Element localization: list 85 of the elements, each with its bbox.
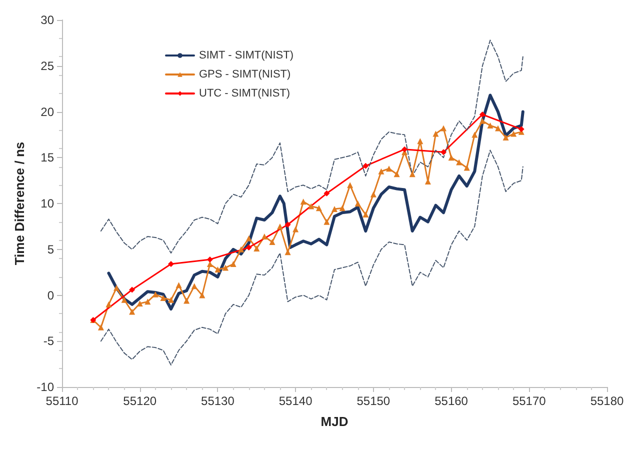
point <box>238 246 244 252</box>
point <box>417 138 424 144</box>
point <box>448 154 454 161</box>
y-tick-label: 0 <box>47 288 54 302</box>
point <box>502 134 509 140</box>
point <box>362 212 369 218</box>
y-axis-title: Time Difference / ns <box>12 142 27 266</box>
point <box>284 222 291 228</box>
x-tick-label: 55110 <box>46 394 79 408</box>
point <box>464 164 470 171</box>
x-tick-label: 55150 <box>356 394 390 408</box>
point <box>160 295 166 302</box>
x-tick-label: 55120 <box>123 394 157 408</box>
point <box>292 226 299 232</box>
legend-label: GPS - SIMT(NIST) <box>199 68 291 80</box>
point <box>168 296 174 303</box>
point <box>129 286 136 293</box>
point <box>378 168 384 174</box>
point <box>246 235 252 242</box>
point <box>479 112 486 118</box>
point <box>362 162 369 169</box>
x-tick-label: 55180 <box>590 394 624 408</box>
x-tick-label: 55170 <box>512 394 546 408</box>
line-series <box>100 150 524 366</box>
point <box>121 296 128 303</box>
point <box>246 244 252 251</box>
point <box>136 300 143 307</box>
point <box>114 284 120 291</box>
point <box>98 324 104 330</box>
point <box>269 239 276 246</box>
point <box>370 191 376 198</box>
point <box>479 118 486 124</box>
point <box>261 234 268 240</box>
point <box>440 149 446 156</box>
point <box>324 190 330 196</box>
point <box>199 292 206 298</box>
y-tick-label: 20 <box>40 104 54 119</box>
x-tick-label: 55130 <box>201 394 235 408</box>
y-tick-label: 10 <box>40 196 54 210</box>
point <box>316 205 322 212</box>
point <box>214 266 221 273</box>
point <box>230 261 236 268</box>
point <box>144 298 151 305</box>
point <box>284 249 291 256</box>
y-tick-label: 5 <box>47 242 54 256</box>
point <box>354 200 361 206</box>
y-tick-label: 15 <box>40 150 54 165</box>
point <box>456 159 462 166</box>
point <box>510 130 517 137</box>
y-tick-label: -10 <box>36 380 54 394</box>
point <box>332 206 338 212</box>
x-axis-title: MJD <box>320 414 348 429</box>
point <box>472 132 478 138</box>
point <box>191 283 198 290</box>
point <box>222 264 228 271</box>
point <box>432 130 439 137</box>
point <box>394 171 400 178</box>
x-tick-label: 55160 <box>434 394 468 408</box>
y-tick-label: 25 <box>40 58 54 73</box>
point <box>277 223 283 230</box>
legend-label: UTC - SIMT(NIST) <box>199 88 290 100</box>
point <box>409 171 416 178</box>
point <box>518 126 524 132</box>
point <box>106 301 112 308</box>
point <box>386 166 392 172</box>
point <box>254 245 260 252</box>
point <box>324 218 330 225</box>
point <box>487 122 494 129</box>
point <box>339 205 346 212</box>
point <box>347 182 354 188</box>
y-tick-label: 30 <box>40 13 54 27</box>
point <box>402 146 408 152</box>
point <box>440 125 446 132</box>
point <box>495 125 501 132</box>
line-series <box>100 40 524 254</box>
point <box>168 261 174 268</box>
point <box>300 198 306 205</box>
point <box>308 203 314 210</box>
point <box>129 308 136 315</box>
point <box>184 298 190 304</box>
x-tick-label: 55140 <box>278 394 313 408</box>
legend-label: SIMT - SIMT(NIST) <box>199 50 294 62</box>
point <box>206 256 213 262</box>
y-tick-label: -5 <box>43 334 54 348</box>
point <box>176 282 182 288</box>
